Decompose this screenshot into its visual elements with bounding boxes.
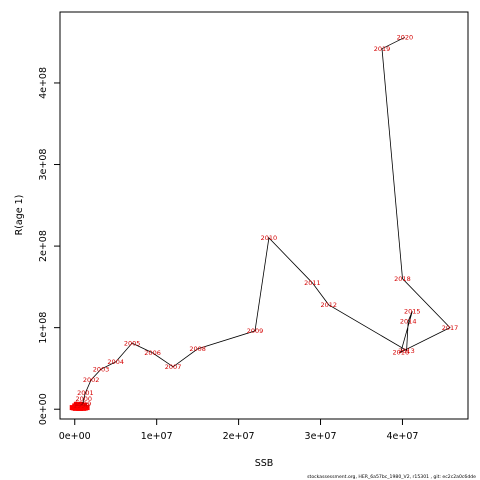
point-label-2002: 2002 bbox=[83, 376, 100, 384]
series-line bbox=[81, 36, 451, 406]
x-axis: 0e+00 1e+07 2e+07 3e+07 4e+07 bbox=[59, 419, 418, 442]
point-label-2015: 2015 bbox=[404, 308, 421, 316]
plot-frame bbox=[59, 11, 469, 420]
y-tick-label: 4e+08 bbox=[38, 67, 49, 99]
x-axis-title: SSB bbox=[255, 458, 274, 469]
y-tick-label: 0e+00 bbox=[38, 393, 49, 425]
point-label-2008: 2008 bbox=[189, 345, 206, 353]
point-label-2006: 2006 bbox=[144, 349, 161, 357]
footer-note: stockassessment.org, HER_6a57bc_1980_V2,… bbox=[307, 474, 476, 480]
point-label-2005: 2005 bbox=[124, 339, 141, 347]
y-tick-label: 2e+08 bbox=[38, 230, 49, 262]
point-label-1999: 1999 bbox=[75, 400, 92, 408]
point-label-2012: 2012 bbox=[320, 301, 337, 309]
y-axis-title: R(age 1) bbox=[14, 195, 25, 236]
x-tick-label: 1e+07 bbox=[141, 431, 173, 442]
point-label-2003: 2003 bbox=[93, 366, 110, 374]
point-label-2016: 2016 bbox=[393, 348, 410, 356]
y-tick-label: 3e+08 bbox=[38, 149, 49, 181]
point-label-2001: 2001 bbox=[77, 389, 94, 397]
point-label-2004: 2004 bbox=[107, 358, 124, 366]
x-tick-label: 4e+07 bbox=[386, 431, 418, 442]
point-label-2007: 2007 bbox=[165, 363, 182, 371]
point-label-2014: 2014 bbox=[400, 317, 417, 325]
y-tick-label: 1e+08 bbox=[38, 312, 49, 344]
point-label-2019: 2019 bbox=[374, 45, 391, 53]
point-label-2009: 2009 bbox=[247, 327, 264, 335]
x-tick-label: 0e+00 bbox=[59, 431, 91, 442]
early-points-cluster bbox=[69, 401, 90, 411]
point-label-1998: 1998 bbox=[73, 401, 90, 409]
x-tick-label: 2e+07 bbox=[223, 431, 255, 442]
point-label-2000: 2000 bbox=[75, 395, 92, 403]
point-label-2018: 2018 bbox=[394, 275, 411, 283]
y-axis: 0e+00 1e+08 2e+08 3e+08 4e+08 bbox=[38, 67, 60, 425]
point-label-2010: 2010 bbox=[261, 234, 278, 242]
early-point bbox=[72, 403, 83, 409]
point-label-2020: 2020 bbox=[397, 34, 414, 42]
point-label-2013: 2013 bbox=[398, 347, 415, 355]
x-tick-label: 3e+07 bbox=[305, 431, 337, 442]
point-label-2017: 2017 bbox=[442, 324, 459, 332]
point-label-2011: 2011 bbox=[304, 279, 321, 287]
